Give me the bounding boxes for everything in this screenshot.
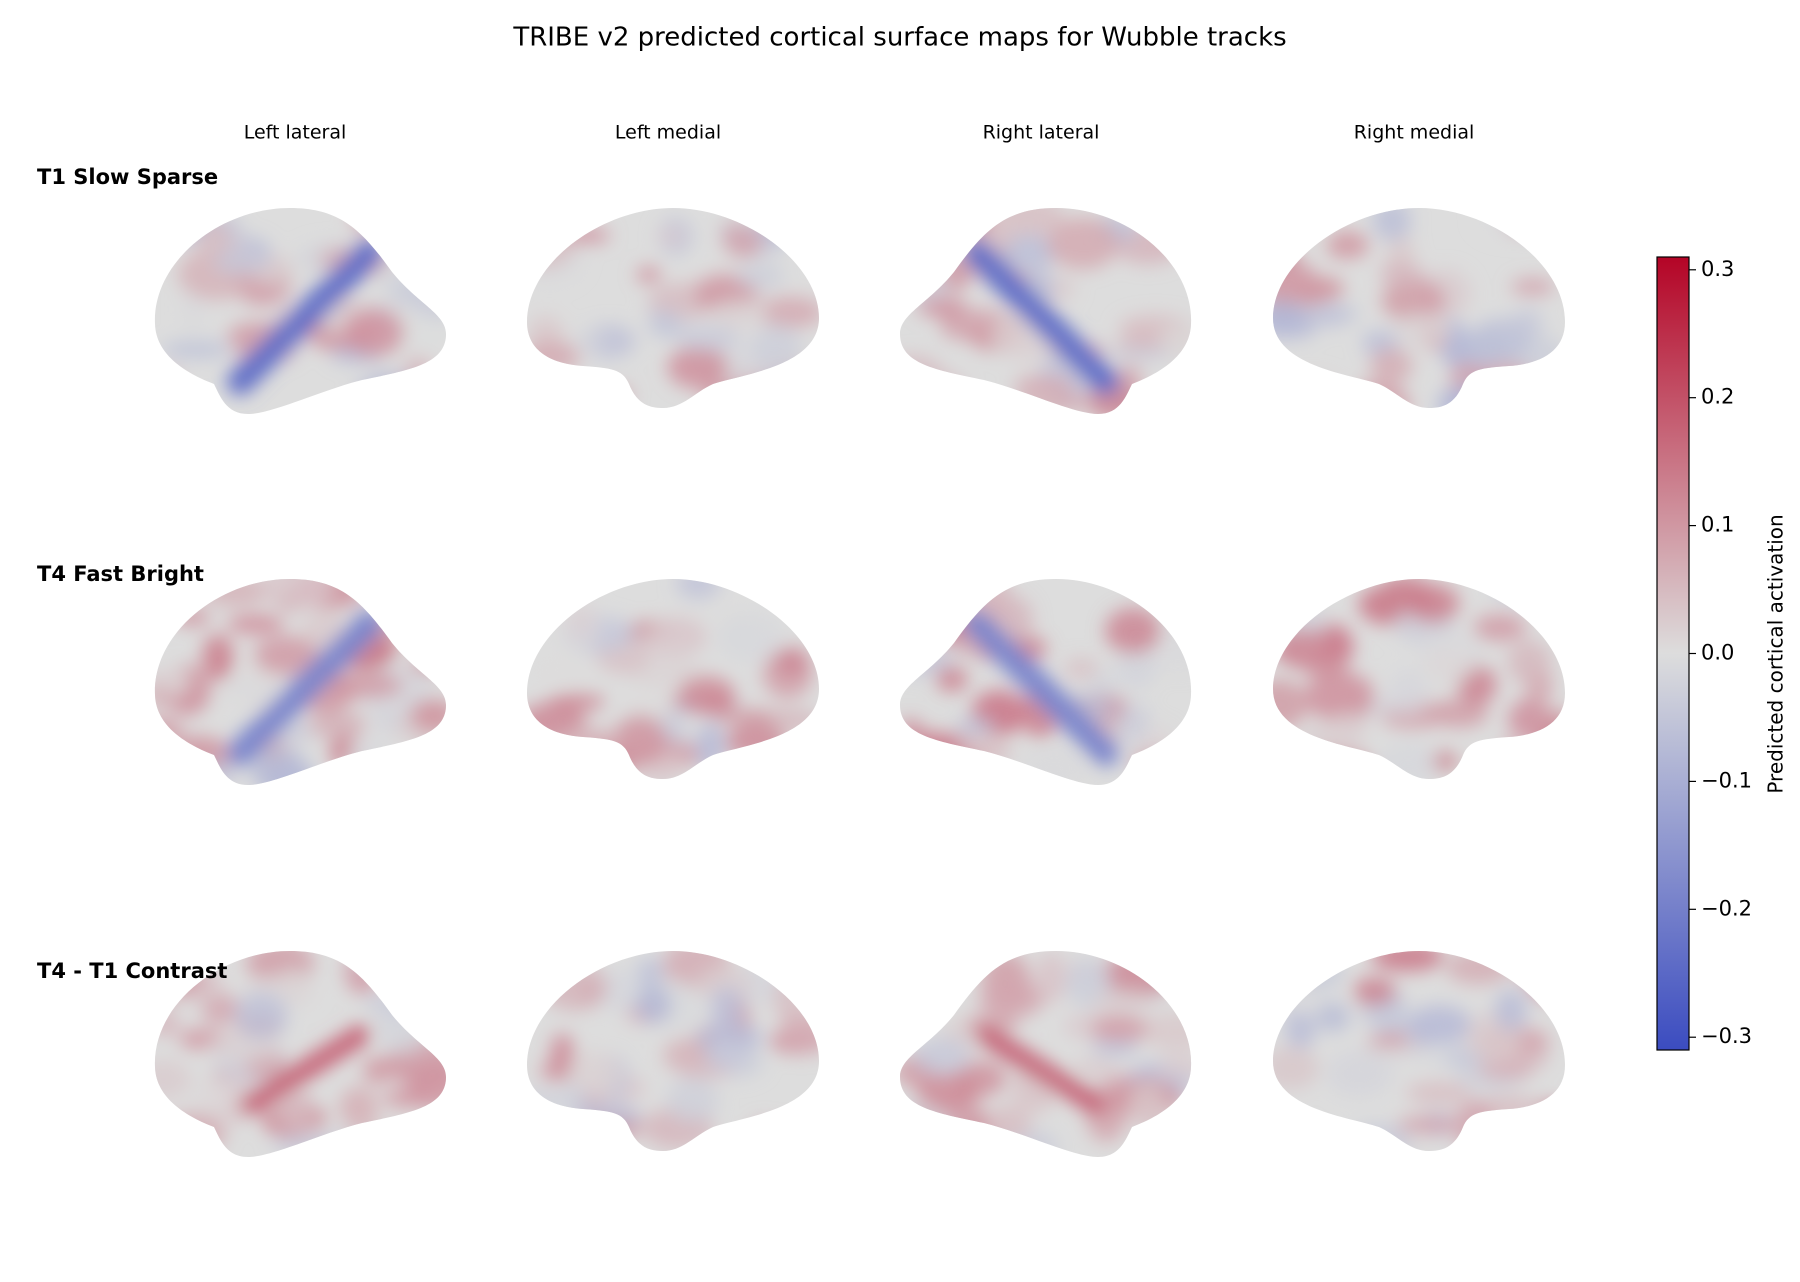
colorbar-label: Predicted cortical activation (1764, 514, 1788, 793)
brain-surface (154, 579, 446, 785)
column-label: Left medial (615, 122, 721, 144)
column-label: Left lateral (244, 122, 347, 144)
chart-title: TRIBE v2 predicted cortical surface maps… (512, 23, 1286, 53)
brain-surface (900, 208, 1192, 414)
colorbar-tick-label: 0.1 (1701, 513, 1734, 537)
brain-surface (1273, 951, 1565, 1151)
brain-surface (900, 579, 1192, 785)
row-label: T4 - T1 Contrast (37, 959, 227, 983)
colorbar (1656, 256, 1690, 1051)
brain-surface (527, 951, 819, 1151)
colorbar-tick-label: 0.3 (1701, 257, 1734, 281)
row-label: T4 Fast Bright (37, 562, 204, 586)
brain-surface (1273, 579, 1565, 779)
brain-surface (1273, 208, 1565, 408)
colorbar-tick-label: −0.3 (1701, 1024, 1752, 1048)
brain-surface (900, 951, 1192, 1157)
brain-surface (527, 579, 819, 779)
column-label: Right lateral (983, 122, 1100, 144)
colorbar-tick-label: −0.1 (1701, 768, 1752, 792)
colorbar-tick-label: 0.2 (1701, 385, 1734, 409)
colorbar-tick-label: −0.2 (1701, 896, 1752, 920)
row-label: T1 Slow Sparse (37, 165, 218, 189)
brain-surface (527, 208, 819, 408)
column-label: Right medial (1354, 122, 1475, 144)
brain-surface (154, 208, 446, 414)
brain-maps (154, 208, 1565, 1157)
colorbar-tick-label: 0.0 (1701, 641, 1734, 665)
